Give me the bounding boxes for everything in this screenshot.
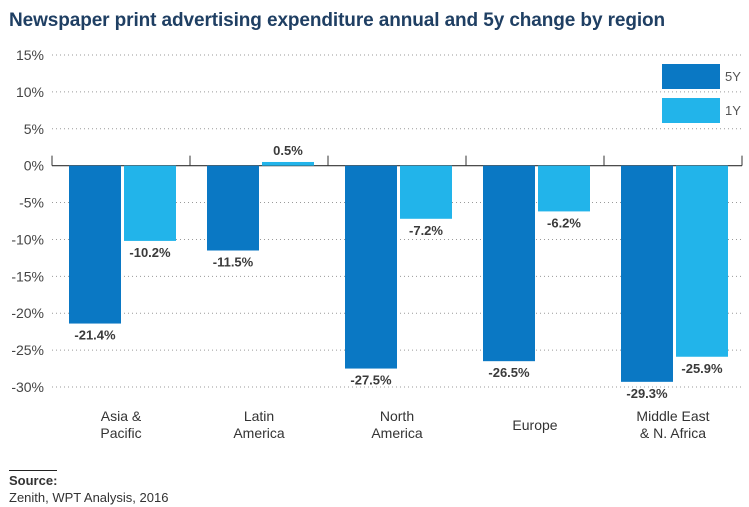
category-label: America	[371, 425, 423, 441]
bar-1y-0	[124, 165, 176, 241]
y-tick-label: 15%	[16, 47, 44, 63]
category-label: Asia &	[101, 408, 142, 424]
bar-chart: 15% 10% 5% 0% -5% -10% -15% -20% -25% -30% -21.4%…	[11, 47, 743, 441]
data-label: -21.4%	[74, 328, 116, 343]
data-label: -11.5%	[213, 255, 254, 270]
data-label: -25.9%	[681, 361, 723, 376]
y-tick-label: -20%	[11, 305, 44, 321]
category-label: Europe	[512, 417, 557, 433]
y-axis-ticks: 15% 10% 5% 0% -5% -10% -15% -20% -25% -30%	[11, 47, 44, 395]
y-tick-label: -15%	[11, 268, 44, 284]
data-label: -26.5%	[488, 365, 530, 380]
data-labels: -21.4% -10.2% -11.5% 0.5% -27.5% -7.2% -26.5% -…	[74, 143, 723, 401]
y-tick-label: 0%	[24, 158, 44, 174]
legend: 5Y 1Y	[662, 64, 741, 123]
legend-swatch-5y	[662, 64, 720, 89]
data-label: -6.2%	[547, 215, 581, 230]
legend-label: 5Y	[725, 69, 741, 84]
y-tick-label: -25%	[11, 342, 44, 358]
y-tick-label: 10%	[16, 84, 44, 100]
data-label: 0.5%	[273, 143, 303, 158]
y-tick-label: -30%	[11, 379, 44, 395]
bar-5y-1	[207, 165, 259, 251]
data-label: -29.3%	[626, 386, 668, 401]
bar-5y-4	[621, 165, 673, 382]
source-note: Source: Zenith, WPT Analysis, 2016	[9, 470, 168, 506]
source-divider	[9, 470, 57, 471]
data-label: -7.2%	[409, 223, 443, 238]
y-tick-label: -10%	[11, 231, 44, 247]
category-label: Pacific	[100, 425, 141, 441]
legend-swatch-1y	[662, 98, 720, 123]
bars	[69, 161, 728, 382]
bar-5y-2	[345, 165, 397, 369]
y-tick-label: -5%	[19, 195, 44, 211]
category-label: & N. Africa	[640, 425, 706, 441]
chart-title: Newspaper print advertising expenditure …	[9, 10, 666, 31]
bar-1y-3	[538, 165, 590, 212]
source-text: Zenith, WPT Analysis, 2016	[9, 490, 169, 505]
category-label: North	[380, 408, 414, 424]
bar-5y-0	[69, 165, 121, 324]
bar-5y-3	[483, 165, 535, 362]
data-label: -27.5%	[350, 373, 392, 388]
category-label: Middle East	[636, 408, 709, 424]
bar-1y-4	[676, 165, 728, 357]
bar-1y-1	[262, 161, 314, 166]
bar-1y-2	[400, 165, 452, 219]
y-tick-label: 5%	[24, 121, 44, 137]
category-label: Latin	[244, 408, 274, 424]
data-label: -10.2%	[129, 245, 171, 260]
legend-label: 1Y	[725, 103, 741, 118]
source-label: Source:	[9, 473, 58, 488]
category-label: America	[233, 425, 285, 441]
